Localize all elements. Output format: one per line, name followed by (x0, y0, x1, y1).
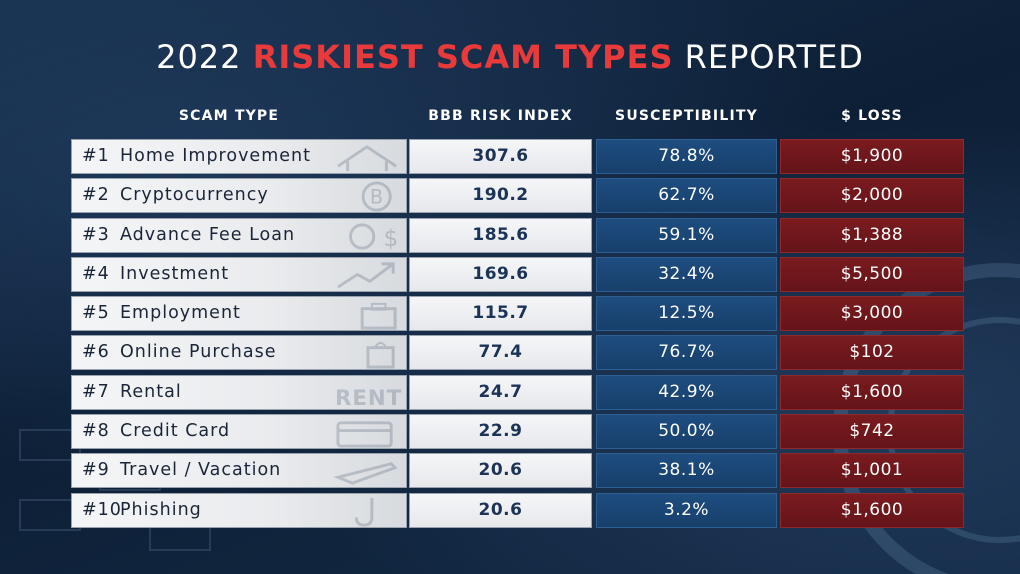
cell-loss: $1,001 (780, 453, 964, 489)
money-icon: $ (349, 223, 399, 252)
table-row: #3 Advance Fee Loan $185.6 59.1% $1,388 (71, 217, 964, 253)
rank-label: #6 (82, 342, 110, 363)
scam-type-label: Credit Card (120, 421, 231, 442)
rent-sign-icon: RENT (335, 386, 402, 409)
airplane-icon (333, 462, 398, 486)
cell-loss: $102 (780, 335, 964, 371)
table-body: #1 Home Improvement 307.6 78.8% $1,900 #2 Cryp… (71, 139, 964, 532)
svg-text:RENT: RENT (335, 386, 402, 409)
cell-risk-index: 190.2 (409, 178, 592, 214)
rank-label: #9 (82, 460, 110, 481)
title-suffix: REPORTED (684, 38, 864, 76)
rank-label: #1 (82, 146, 110, 166)
header-risk-index: BBB RISK INDEX (428, 108, 573, 124)
scam-type-label: Rental (120, 381, 182, 402)
bitcoin-icon: B (361, 181, 392, 212)
cell-scam-type: #8 Credit Card (71, 414, 407, 450)
title-accent: RISKIEST SCAM TYPES (252, 38, 674, 76)
rank-label: #2 (82, 185, 110, 206)
cell-scam-type: #6 Online Purchase (71, 335, 407, 371)
cell-risk-index: 307.6 (409, 139, 592, 174)
cell-susceptibility: 76.7% (596, 335, 777, 371)
cell-loss: $1,900 (780, 139, 964, 174)
cell-scam-type: #5 Employment (71, 296, 407, 332)
cell-scam-type: #2 Cryptocurrency B (71, 178, 407, 214)
cell-risk-index: 20.6 (409, 453, 592, 489)
credit-card-icon (336, 421, 393, 448)
table-row: #6 Online Purchase 77.4 76.7% $102 (71, 335, 964, 371)
rank-label: #10 (82, 499, 122, 520)
scam-type-label: Advance Fee Loan (120, 224, 296, 245)
rank-label: #3 (82, 224, 110, 245)
svg-text:B: B (370, 186, 384, 209)
table-row: #9 Travel / Vacation 20.6 38.1% $1,001 (71, 453, 964, 489)
cell-risk-index: 115.7 (409, 296, 592, 332)
table-row: #7 Rental RENT 24.7 42.9% $1,600 (71, 374, 964, 410)
house-icon (337, 145, 397, 172)
cell-susceptibility: 42.9% (596, 374, 777, 410)
header-susceptibility: SUSCEPTIBILITY (615, 108, 758, 124)
page-title: 2022 RISKIEST SCAM TYPES REPORTED (0, 38, 1020, 76)
cell-susceptibility: 62.7% (596, 178, 777, 214)
scam-type-label: Phishing (120, 499, 202, 520)
cell-scam-type: #9 Travel / Vacation (71, 453, 407, 489)
cell-loss: $2,000 (780, 178, 964, 214)
cell-risk-index: 22.9 (409, 414, 592, 450)
svg-text:$: $ (383, 225, 399, 252)
cell-scam-type: #4 Investment (71, 256, 407, 292)
table-row: #2 Cryptocurrency B 190.2 62.7% $2,000 (71, 178, 964, 214)
header-scam-type: SCAM TYPE (178, 108, 280, 124)
title-prefix: 2022 (156, 38, 242, 76)
header-loss: $ LOSS (841, 108, 903, 124)
rank-label: #8 (82, 421, 110, 442)
shopping-bag-icon (366, 342, 395, 369)
cell-risk-index: 77.4 (409, 335, 592, 371)
scam-type-label: Home Improvement (120, 146, 311, 166)
scam-type-label: Investment (120, 263, 230, 284)
cell-risk-index: 185.6 (409, 217, 592, 253)
cell-susceptibility: 59.1% (596, 217, 777, 253)
cell-susceptibility: 12.5% (596, 296, 777, 332)
cell-loss: $3,000 (780, 296, 964, 332)
scam-type-label: Cryptocurrency (120, 185, 269, 206)
table-row: #8 Credit Card 22.9 50.0% $742 (71, 414, 964, 450)
table-row: #1 Home Improvement 307.6 78.8% $1,900 (71, 139, 964, 174)
scam-type-label: Travel / Vacation (120, 460, 282, 481)
rank-label: #7 (82, 381, 110, 402)
cell-loss: $1,600 (780, 374, 964, 410)
cell-loss: $1,388 (780, 217, 964, 253)
cell-loss: $5,500 (780, 256, 964, 292)
scam-type-label: Employment (120, 303, 241, 324)
cell-scam-type: #10Phishing (71, 492, 407, 528)
cell-scam-type: #3 Advance Fee Loan $ (71, 217, 407, 253)
cell-scam-type: #1 Home Improvement (71, 139, 407, 174)
rank-label: #4 (82, 263, 110, 284)
scam-type-label: Online Purchase (120, 342, 277, 363)
cell-risk-index: 24.7 (409, 374, 592, 410)
cell-loss: $742 (780, 414, 964, 450)
cell-susceptibility: 50.0% (596, 414, 777, 450)
cell-risk-index: 169.6 (409, 256, 592, 292)
table-row: #5 Employment 115.7 12.5% $3,000 (71, 296, 964, 332)
table-row: #4 Investment 169.6 32.4% $5,500 (71, 256, 964, 292)
cell-scam-type: #7 Rental RENT (71, 374, 407, 410)
table-header: SCAM TYPE BBB RISK INDEX SUSCEPTIBILITY … (0, 108, 1020, 128)
rank-label: #5 (82, 303, 110, 324)
cell-risk-index: 20.6 (409, 492, 592, 528)
hook-icon (354, 497, 374, 527)
cell-susceptibility: 3.2% (596, 492, 777, 528)
cell-susceptibility: 32.4% (596, 256, 777, 292)
table-row: #10Phishing 20.6 3.2% $1,600 (71, 492, 964, 528)
trend-up-icon (337, 262, 395, 289)
briefcase-icon (360, 303, 397, 330)
cell-loss: $1,600 (780, 492, 964, 528)
cell-susceptibility: 78.8% (596, 139, 777, 174)
cell-susceptibility: 38.1% (596, 453, 777, 489)
